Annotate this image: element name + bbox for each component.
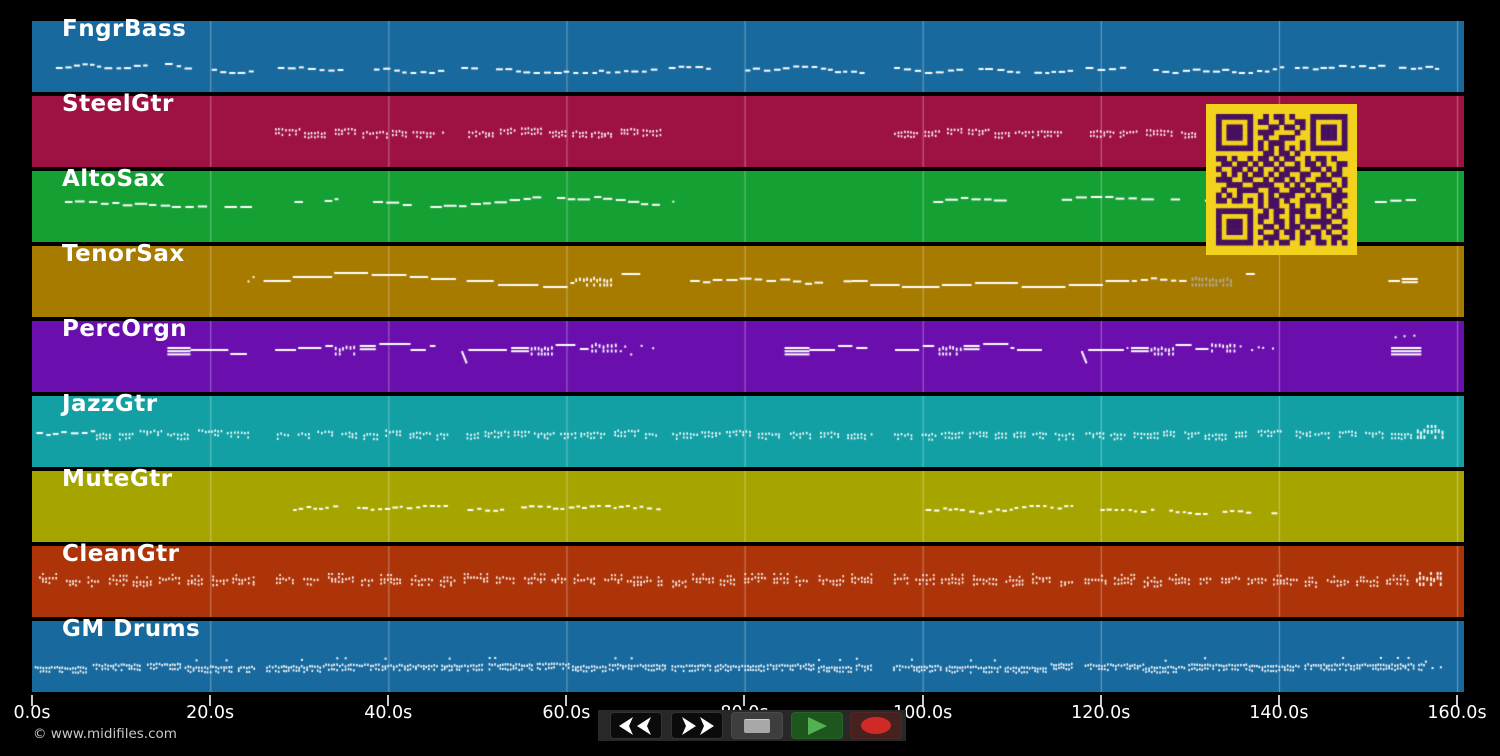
track-band [32,246,1464,317]
track-band [32,396,1464,467]
track-label: PercOrgn [62,316,188,342]
qr-code [1206,104,1357,255]
track-band [32,621,1464,692]
track-band [32,21,1464,92]
track-band [32,321,1464,392]
play-button[interactable] [791,712,843,739]
track-label: FngrBass [62,16,187,42]
track-label: TenorSax [62,241,185,267]
tick-label: 20.0s [186,703,235,723]
track-label: AltoSax [62,166,165,192]
track-label: MuteGtr [62,466,173,492]
copyright-text: © www.midifiles.com [33,726,177,742]
play-icon [805,715,829,737]
record-button[interactable] [850,712,902,739]
tick-label: 0.0s [13,703,51,723]
stop-button[interactable] [731,712,783,739]
tick-label: 160.0s [1427,703,1487,723]
rewind-icon [614,715,658,737]
stop-icon [744,718,770,733]
track-band [32,471,1464,542]
track-band [32,546,1464,617]
rewind-button[interactable] [610,712,662,739]
fast-forward-icon [675,715,719,737]
record-icon [861,717,891,734]
transport-bar [598,710,906,741]
tick-label: 60.0s [542,703,591,723]
track-label: GM Drums [62,616,201,642]
track-label: CleanGtr [62,541,180,567]
tick-label: 40.0s [364,703,413,723]
tick-label: 140.0s [1249,703,1309,723]
tick-label: 120.0s [1071,703,1131,723]
track-label: JazzGtr [62,391,158,417]
track-label: SteelGtr [62,91,174,117]
fast-forward-button[interactable] [671,712,723,739]
